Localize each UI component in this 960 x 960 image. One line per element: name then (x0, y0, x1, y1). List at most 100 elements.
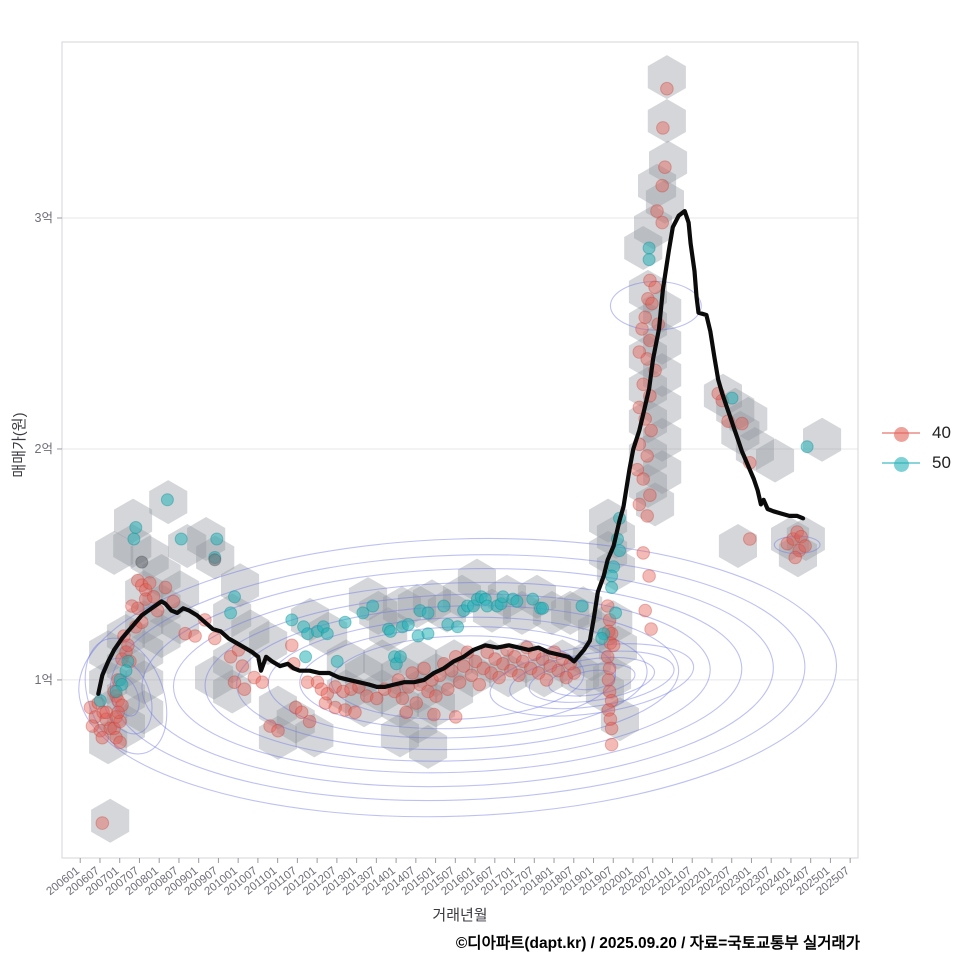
point-50 (160, 493, 174, 507)
point-50 (320, 627, 334, 641)
density-contour (141, 568, 774, 788)
point-50 (451, 620, 465, 634)
hexbin-cell (416, 653, 455, 698)
hexbin-cell (756, 438, 795, 483)
point-40 (523, 661, 538, 676)
hexbin-cell (89, 720, 128, 765)
hexbin-cell (803, 417, 842, 462)
point-40 (441, 682, 455, 697)
point-50 (510, 594, 524, 608)
point-40 (88, 710, 102, 724)
point-40 (336, 684, 350, 699)
hexbin-cell (382, 586, 421, 631)
hexbin-cell (399, 699, 438, 744)
point-40 (636, 546, 651, 560)
point-40 (302, 714, 317, 729)
hexbin-cell (125, 660, 164, 705)
point-40 (452, 675, 467, 690)
point-40 (496, 657, 510, 671)
point-40 (604, 737, 619, 752)
point-40 (348, 705, 362, 720)
legend-label-50: 50 (932, 453, 951, 472)
point-40 (743, 532, 757, 546)
hexbin-cell (643, 450, 682, 495)
point-40 (237, 682, 252, 697)
point-40 (111, 705, 125, 720)
point-40 (405, 666, 420, 680)
point-40 (543, 659, 558, 673)
density-contour (236, 605, 680, 751)
point-misc (135, 555, 149, 569)
point-40 (271, 723, 285, 738)
hexbin-cell (114, 498, 153, 543)
point-50 (526, 592, 540, 606)
hexbin-cell (471, 639, 510, 684)
point-misc (208, 553, 222, 567)
point-40 (632, 345, 647, 359)
hexbin-cell (643, 417, 682, 462)
hexbin-cell (142, 554, 181, 598)
point-40 (166, 594, 181, 609)
point-50 (595, 631, 609, 645)
hexbin-cell (345, 683, 384, 728)
density-contour (172, 581, 743, 774)
point-40 (567, 666, 581, 680)
density-contour (609, 280, 702, 331)
point-50 (366, 599, 380, 613)
density-contour (330, 635, 585, 720)
point-40 (638, 310, 653, 325)
legend-mark-40-icon (882, 426, 920, 442)
panel-border (61, 41, 859, 859)
hexbin-cell (643, 385, 682, 430)
point-40 (138, 583, 153, 597)
point-40 (93, 723, 108, 738)
gridline-layer (62, 217, 858, 681)
point-40 (338, 703, 352, 717)
point-40 (255, 675, 270, 690)
hexbin-cell (142, 614, 181, 658)
legend-mark-50-icon (882, 456, 920, 472)
hexbin-cell (142, 584, 181, 628)
point-40 (508, 650, 522, 664)
hexbin-cell (295, 713, 334, 758)
hexbin-cell (409, 724, 448, 769)
point-40 (85, 719, 100, 733)
point-40 (644, 423, 658, 438)
hexbin-cell (647, 55, 686, 100)
legend-item-50[interactable]: 50 (882, 453, 951, 473)
hexbin-cell (380, 713, 419, 758)
hexbin-cell (125, 630, 164, 675)
point-40 (786, 532, 801, 546)
point-40 (369, 691, 384, 706)
point-50 (800, 440, 814, 454)
point-50 (109, 685, 123, 698)
y-tick-label: 2억 (35, 442, 53, 456)
point-50 (536, 601, 549, 615)
hexbin-cell (453, 653, 492, 698)
legend-item-40[interactable]: 40 (882, 423, 951, 443)
hexbin-cell (326, 639, 365, 684)
point-50 (174, 532, 188, 546)
point-40 (135, 578, 149, 593)
point-50 (210, 532, 224, 546)
point-40 (794, 529, 808, 544)
point-40 (476, 661, 491, 676)
hexbin-cell (561, 653, 600, 698)
point-40 (638, 603, 653, 618)
point-40 (531, 666, 546, 680)
legend: 40 50 (882, 423, 951, 473)
scatter-40-layer (83, 81, 812, 830)
point-40 (188, 629, 202, 643)
point-40 (559, 670, 574, 685)
hexbin-cell (628, 463, 667, 508)
hexbin-cell (628, 433, 667, 478)
point-40 (798, 539, 812, 553)
hexbin-cell (771, 517, 810, 561)
point-50 (642, 253, 656, 267)
hexbin-cell (649, 140, 688, 185)
point-50 (393, 650, 407, 664)
point-40 (660, 81, 674, 96)
trend-line-layer (96, 209, 806, 696)
point-40 (602, 684, 617, 699)
